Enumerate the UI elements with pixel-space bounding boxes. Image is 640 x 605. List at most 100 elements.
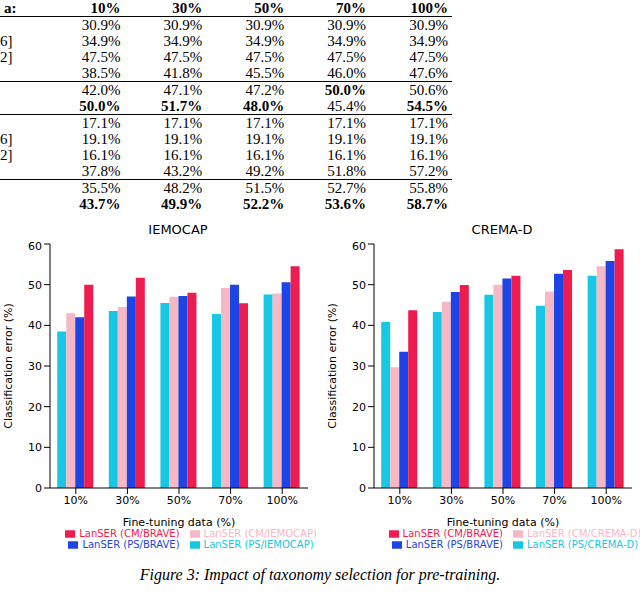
html-text:30.9%: 30.9% xyxy=(163,17,203,33)
svg-text:10%: 10% xyxy=(64,494,88,507)
html-text:51.7%: 51.7% xyxy=(161,98,203,114)
html-text:35.5%: 35.5% xyxy=(81,180,121,196)
svg-text:40: 40 xyxy=(352,319,366,332)
html-text:19.1%: 19.1% xyxy=(81,131,121,147)
svg-text:50%: 50% xyxy=(167,494,191,507)
html-text:42.0%: 42.0% xyxy=(81,82,121,98)
html-text:58.7%: 58.7% xyxy=(406,196,448,212)
svg-text:Fine-tuning data (%): Fine-tuning data (%) xyxy=(447,516,559,529)
html-text:46.0%: 46.0% xyxy=(327,65,367,81)
html-text:48.0%: 48.0% xyxy=(242,98,285,114)
html-text:57.2%: 57.2% xyxy=(409,163,448,179)
html-text:17.1%: 17.1% xyxy=(163,115,203,131)
html-text:47.5%: 47.5% xyxy=(163,49,203,65)
html-text:30.9%: 30.9% xyxy=(81,17,121,33)
svg-text:Fine-tuning data (%): Fine-tuning data (%) xyxy=(123,516,235,529)
svg-text:70%: 70% xyxy=(542,494,566,507)
html-text:48.2%: 48.2% xyxy=(163,180,203,196)
html-text:47.5%: 47.5% xyxy=(409,49,448,65)
html-text:47.1%: 47.1% xyxy=(163,82,203,98)
html-text:100%: 100% xyxy=(410,0,448,16)
svg-text:50: 50 xyxy=(28,279,42,292)
html-text:10%: 10% xyxy=(90,0,121,16)
html-text:55.8%: 55.8% xyxy=(409,180,448,196)
html-text:52.7%: 52.7% xyxy=(327,180,367,196)
html-text:50.0%: 50.0% xyxy=(79,98,121,114)
html-text:34.9%: 34.9% xyxy=(327,33,367,49)
html-text:47.5%: 47.5% xyxy=(327,49,367,65)
html-text:34.9%: 34.9% xyxy=(163,33,203,49)
html-text:16.1%: 16.1% xyxy=(327,147,367,163)
html-text:47.5%: 47.5% xyxy=(245,49,285,65)
html-text:16.1%: 16.1% xyxy=(163,147,203,163)
html-text:50.6%: 50.6% xyxy=(409,82,448,98)
svg-text:10: 10 xyxy=(28,441,42,454)
html-text:34.9%: 34.9% xyxy=(245,33,285,49)
html-text:30%: 30% xyxy=(172,0,203,16)
svg-text:70%: 70% xyxy=(218,494,242,507)
html-text:51.5%: 51.5% xyxy=(245,180,285,196)
html-text:51.8%: 51.8% xyxy=(327,163,367,179)
html-text:47.5%: 47.5% xyxy=(81,49,121,65)
html-text:52.2%: 52.2% xyxy=(242,196,285,212)
svg-text:50: 50 xyxy=(352,279,366,292)
html-text:17.1%: 17.1% xyxy=(245,115,285,131)
svg-text:60: 60 xyxy=(352,240,366,253)
html-text:49.2%: 49.2% xyxy=(245,163,285,179)
svg-text:100%: 100% xyxy=(266,494,297,507)
svg-text:30%: 30% xyxy=(115,494,139,507)
svg-text:100%: 100% xyxy=(590,494,621,507)
html-text:47.2%: 47.2% xyxy=(245,82,285,98)
html-text:17.1%: 17.1% xyxy=(81,115,121,131)
html-text:16.1%: 16.1% xyxy=(409,147,448,163)
html-text:30.9%: 30.9% xyxy=(409,17,448,33)
svg-text:60: 60 xyxy=(28,240,42,253)
html-text:45.5%: 45.5% xyxy=(245,65,285,81)
html-text:43.2%: 43.2% xyxy=(163,163,203,179)
html-text:43.7%: 43.7% xyxy=(79,196,121,212)
html-text:49.9%: 49.9% xyxy=(161,196,203,212)
html-text:70%: 70% xyxy=(336,0,367,16)
html-text:37.8%: 37.8% xyxy=(81,163,121,179)
html-text:IEMOCAP: IEMOCAP xyxy=(148,222,208,237)
html-text:41.8%: 41.8% xyxy=(163,65,203,81)
html-text:34.9%: 34.9% xyxy=(409,33,448,49)
html-text:38.5%: 38.5% xyxy=(81,65,121,81)
svg-text:Classification error (%): Classification error (%) xyxy=(326,303,339,428)
html-text:50%: 50% xyxy=(254,0,285,16)
svg-text:50%: 50% xyxy=(491,494,515,507)
html-text:30.9%: 30.9% xyxy=(327,17,367,33)
svg-text:20: 20 xyxy=(28,401,42,414)
svg-text:0: 0 xyxy=(35,482,42,495)
html-text:16.1%: 16.1% xyxy=(245,147,285,163)
html-text:19.1%: 19.1% xyxy=(163,131,203,147)
svg-text:20: 20 xyxy=(352,401,366,414)
html-text:19.1%: 19.1% xyxy=(409,131,448,147)
html-text:30.9%: 30.9% xyxy=(245,17,285,33)
html-text:CREMA-D: CREMA-D xyxy=(471,222,533,237)
html-text:45.4%: 45.4% xyxy=(327,98,367,114)
html-text:2]: 2] xyxy=(0,49,13,65)
html-text:54.5%: 54.5% xyxy=(406,98,448,114)
svg-text:30%: 30% xyxy=(439,494,463,507)
html-text:16.1%: 16.1% xyxy=(81,147,121,163)
html-text:17.1%: 17.1% xyxy=(409,115,448,131)
html-text:6]: 6] xyxy=(0,131,13,147)
html-text:Figure 3: Impact of taxonomy s: Figure 3: Impact of taxonomy selection f… xyxy=(139,566,501,583)
html-text:50.0%: 50.0% xyxy=(324,82,367,98)
svg-text:Classification error (%): Classification error (%) xyxy=(8,303,15,428)
html-text:53.6%: 53.6% xyxy=(324,196,367,212)
html-text:19.1%: 19.1% xyxy=(245,131,285,147)
html-text:47.6%: 47.6% xyxy=(409,65,448,81)
svg-text:30: 30 xyxy=(28,360,42,373)
svg-text:10%: 10% xyxy=(388,494,412,507)
svg-text:0: 0 xyxy=(359,482,366,495)
html-text:a:: a: xyxy=(4,0,17,16)
html-text:34.9%: 34.9% xyxy=(81,33,121,49)
svg-text:40: 40 xyxy=(28,319,42,332)
html-text:19.1%: 19.1% xyxy=(327,131,367,147)
svg-text:10: 10 xyxy=(352,441,366,454)
html-text:17.1%: 17.1% xyxy=(327,115,367,131)
svg-text:30: 30 xyxy=(352,360,366,373)
html-text:6]: 6] xyxy=(0,33,13,49)
